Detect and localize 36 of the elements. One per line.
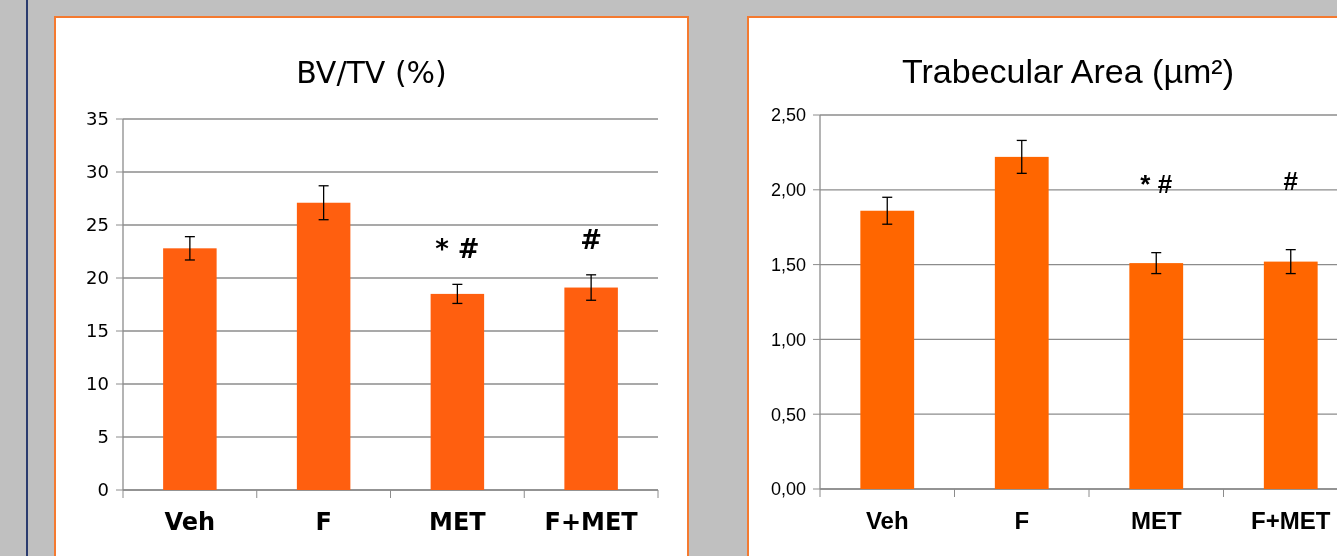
y-tick-label: 0,50 [770,404,806,425]
y-tick-label: 0 [97,479,109,501]
y-tick-label: 20 [86,267,109,289]
bar [296,202,351,490]
y-tick-label: 35 [86,108,109,130]
bar [860,210,915,489]
bar [994,156,1049,489]
chart-title: BV/TV (%) [296,55,447,90]
y-tick-label: 1,00 [770,329,806,350]
chart-title: Trabecular Area (µm²) [902,52,1234,90]
y-tick-label: 10 [86,373,109,395]
annotation: # [1283,165,1299,196]
y-tick-label: 25 [86,214,109,236]
x-tick-label: MET [1130,507,1182,534]
y-tick-label: 0,00 [770,479,806,500]
x-tick-label: Veh [164,508,216,536]
y-tick-label: 2,00 [770,180,806,201]
x-tick-label: F+MET [1251,507,1331,534]
x-tick-label: MET [429,508,487,536]
y-tick-label: 5 [97,426,109,448]
x-tick-label: Veh [865,507,909,534]
y-tick-label: 30 [86,161,109,183]
y-tick-label: 15 [86,320,109,342]
x-tick-label: F [315,508,332,536]
x-tick-label: F+MET [544,508,639,536]
annotation: # [580,224,603,255]
bar [1263,261,1318,489]
y-tick-label: 2,50 [770,105,806,126]
y-tick-label: 1,50 [770,254,806,275]
annotation: * # [435,234,480,265]
bar [430,293,485,490]
bar [163,248,217,490]
x-tick-label: F [1014,507,1030,534]
annotation: * # [1140,168,1173,199]
bar [564,287,618,490]
bar [1129,263,1184,489]
